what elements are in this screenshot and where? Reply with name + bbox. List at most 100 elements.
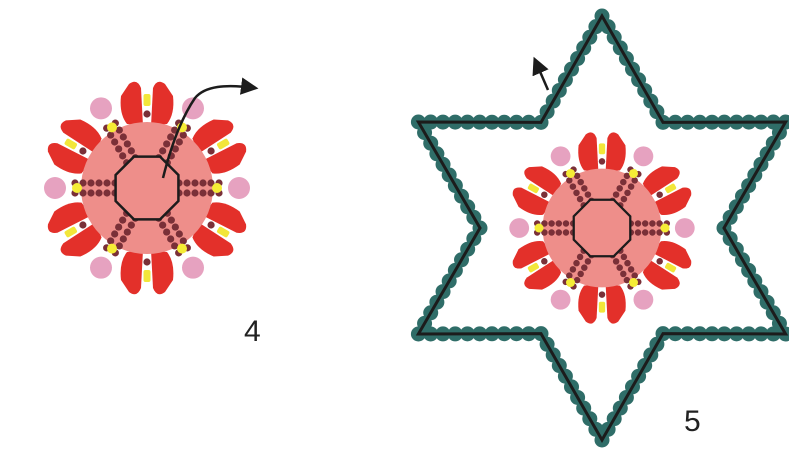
seed-bead	[573, 172, 581, 180]
seed-bead	[569, 266, 577, 273]
seed-bead	[584, 258, 592, 265]
seed-bead	[115, 242, 123, 250]
seed-bead	[171, 242, 179, 250]
seed-bead	[656, 220, 663, 227]
accent-bead	[107, 243, 117, 254]
petal-tip-bead	[143, 94, 151, 106]
star-thread-outline	[415, 12, 789, 444]
petal-tip-bead	[216, 226, 230, 238]
seed-bead	[577, 270, 584, 278]
seed-bead	[111, 230, 119, 238]
seed-bead	[569, 183, 577, 190]
seed-bead	[167, 133, 175, 141]
seed-bead	[656, 229, 663, 236]
accent-bead	[566, 278, 575, 288]
seed-bead	[79, 221, 87, 229]
seed-bead	[623, 172, 631, 180]
petal	[192, 222, 234, 257]
petal	[578, 283, 599, 324]
seed-bead	[624, 189, 631, 197]
accent-bead	[107, 122, 117, 133]
seed-bead	[627, 266, 635, 273]
seed-bead	[199, 179, 207, 187]
petal	[120, 81, 143, 126]
petal	[652, 187, 692, 216]
pink-bead	[44, 177, 66, 199]
pink-bead	[90, 97, 112, 120]
petal	[512, 240, 552, 269]
seed-bead	[191, 189, 199, 197]
pink-bead	[550, 289, 571, 310]
seed-bead	[566, 272, 573, 279]
seed-bead	[103, 179, 111, 187]
seed-bead	[143, 110, 151, 118]
seed-bead	[562, 229, 570, 236]
seed-bead	[115, 126, 123, 134]
petal-tip-bead	[664, 183, 677, 194]
seed-bead	[95, 189, 103, 197]
flower-figure-step-4	[44, 77, 259, 295]
seed-bead	[107, 237, 115, 245]
seed-bead	[123, 140, 131, 148]
pink-bead	[228, 177, 250, 199]
petal	[605, 283, 626, 324]
seed-bead	[183, 189, 191, 197]
petal-tip-bead	[216, 138, 230, 150]
seed-bead	[620, 270, 627, 278]
pink-bead	[509, 218, 530, 238]
seed-bead	[573, 189, 580, 197]
seed-bead	[649, 220, 656, 227]
seed-bead	[576, 195, 584, 203]
seed-bead	[623, 276, 631, 284]
petal	[47, 142, 92, 174]
center-thread-ring	[572, 198, 632, 258]
pink-bead	[182, 97, 204, 120]
petal	[60, 222, 102, 257]
seed-bead	[207, 179, 215, 187]
seed-bead	[631, 177, 638, 184]
seed-bead	[598, 291, 606, 298]
petal	[642, 166, 680, 197]
seed-bead	[163, 228, 171, 236]
petal	[202, 142, 247, 174]
accent-bead	[566, 168, 575, 178]
seed-bead	[119, 235, 127, 243]
seed-bead	[548, 229, 555, 236]
accent-bead	[212, 183, 222, 193]
seed-bead	[107, 131, 115, 139]
seed-bead	[115, 145, 123, 153]
petal	[652, 240, 692, 269]
seed-bead	[191, 179, 199, 187]
seed-bead	[612, 258, 620, 265]
pink-bead	[182, 256, 204, 279]
seed-bead	[656, 191, 663, 198]
seed-bead	[207, 189, 215, 197]
seed-bead	[548, 220, 555, 227]
seed-bead	[541, 258, 548, 265]
seed-bead	[620, 178, 627, 186]
petal	[192, 119, 234, 154]
seed-bead	[127, 221, 135, 229]
seed-bead	[612, 191, 620, 198]
step-number-4: 4	[244, 315, 261, 348]
seed-bead	[581, 264, 588, 271]
petal-tip-bead	[598, 301, 606, 313]
petal	[60, 119, 102, 154]
thread-direction-arrow	[161, 77, 259, 179]
pink-bead	[90, 256, 112, 279]
seed-bead	[127, 147, 135, 155]
petal	[151, 81, 174, 126]
petal-tip-bead	[64, 138, 78, 150]
seed-bead	[656, 258, 663, 265]
accent-bead	[660, 223, 670, 233]
seed-bead	[119, 133, 127, 141]
petal-tip-bead	[664, 262, 677, 273]
seed-bead	[576, 253, 584, 261]
petal	[524, 259, 562, 290]
accent-bead	[629, 168, 638, 178]
seed-bead	[620, 195, 628, 203]
seed-bead	[598, 158, 606, 165]
seed-bead	[631, 272, 638, 279]
seed-bead	[616, 264, 623, 271]
